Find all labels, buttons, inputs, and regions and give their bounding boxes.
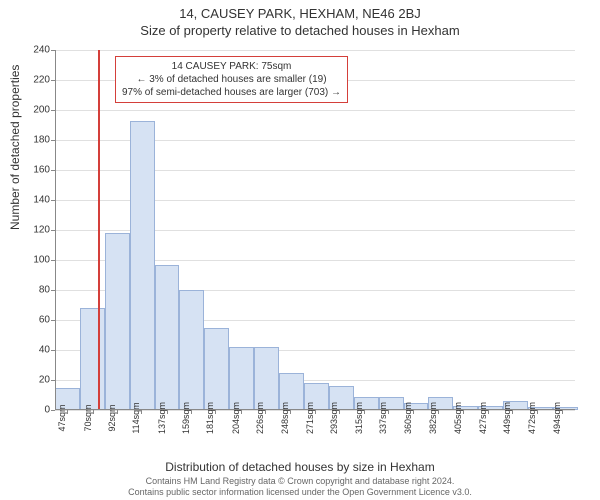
y-tick-mark [51, 410, 55, 411]
x-tick-label: 494sqm [552, 402, 562, 434]
y-tick-label: 240 [20, 45, 50, 56]
x-tick-label: 405sqm [453, 402, 463, 434]
y-tick-label: 160 [20, 165, 50, 176]
y-tick-label: 80 [20, 285, 50, 296]
x-tick-label: 449sqm [502, 402, 512, 434]
x-tick-label: 315sqm [354, 402, 364, 434]
x-tick-label: 360sqm [403, 402, 413, 434]
histogram-bar [204, 328, 229, 411]
y-tick-label: 220 [20, 75, 50, 86]
x-tick-label: 271sqm [305, 402, 315, 434]
footer-attribution: Contains HM Land Registry data © Crown c… [0, 476, 600, 498]
x-tick-mark [265, 410, 266, 414]
x-tick-mark [512, 410, 513, 414]
x-tick-mark [463, 410, 464, 414]
histogram-bar [130, 121, 155, 411]
y-axis-line [55, 50, 56, 410]
footer-line1: Contains HM Land Registry data © Crown c… [0, 476, 600, 487]
chart-container: 14, CAUSEY PARK, HEXHAM, NE46 2BJ Size o… [0, 0, 600, 500]
histogram-bar [105, 233, 130, 410]
x-tick-mark [537, 410, 538, 414]
x-tick-label: 248sqm [280, 402, 290, 434]
x-tick-mark [67, 410, 68, 414]
x-tick-label: 159sqm [181, 402, 191, 434]
histogram-bar [155, 265, 180, 411]
x-tick-mark [339, 410, 340, 414]
footer-line2: Contains public sector information licen… [0, 487, 600, 498]
x-tick-mark [141, 410, 142, 414]
x-tick-label: 427sqm [478, 402, 488, 434]
annotation-line: ← 3% of detached houses are smaller (19) [122, 73, 341, 86]
plot-area: 02040608010012014016018020022024047sqm70… [55, 50, 575, 410]
y-tick-label: 120 [20, 225, 50, 236]
chart-title-main: 14, CAUSEY PARK, HEXHAM, NE46 2BJ [0, 0, 600, 21]
x-axis-label: Distribution of detached houses by size … [0, 460, 600, 474]
x-tick-mark [388, 410, 389, 414]
x-tick-label: 293sqm [329, 402, 339, 434]
histogram-bar [80, 308, 105, 410]
histogram-bar [179, 290, 204, 410]
y-tick-label: 180 [20, 135, 50, 146]
x-tick-mark [241, 410, 242, 414]
y-tick-label: 200 [20, 105, 50, 116]
x-tick-label: 472sqm [527, 402, 537, 434]
annotation-line: 14 CAUSEY PARK: 75sqm [122, 60, 341, 73]
x-tick-mark [191, 410, 192, 414]
x-tick-label: 204sqm [231, 402, 241, 434]
y-tick-label: 100 [20, 255, 50, 266]
x-tick-mark [117, 410, 118, 414]
x-tick-label: 181sqm [205, 402, 215, 434]
x-tick-mark [315, 410, 316, 414]
histogram-bar [229, 347, 254, 410]
x-tick-label: 337sqm [378, 402, 388, 434]
grid-line [55, 50, 575, 51]
reference-line [98, 50, 100, 410]
chart-title-sub: Size of property relative to detached ho… [0, 21, 600, 38]
y-tick-label: 140 [20, 195, 50, 206]
y-tick-label: 40 [20, 345, 50, 356]
x-tick-label: 114sqm [131, 402, 141, 433]
x-tick-label: 226sqm [255, 402, 265, 434]
y-tick-label: 20 [20, 375, 50, 386]
x-axis-line [55, 409, 575, 410]
x-tick-mark [215, 410, 216, 414]
annotation-line: 97% of semi-detached houses are larger (… [122, 86, 341, 99]
x-tick-mark [413, 410, 414, 414]
y-tick-label: 0 [20, 405, 50, 416]
x-tick-label: 137sqm [157, 402, 167, 434]
x-tick-label: 382sqm [428, 402, 438, 434]
histogram-bar [254, 347, 279, 410]
annotation-box: 14 CAUSEY PARK: 75sqm← 3% of detached ho… [115, 56, 348, 103]
y-tick-label: 60 [20, 315, 50, 326]
grid-line [55, 110, 575, 111]
